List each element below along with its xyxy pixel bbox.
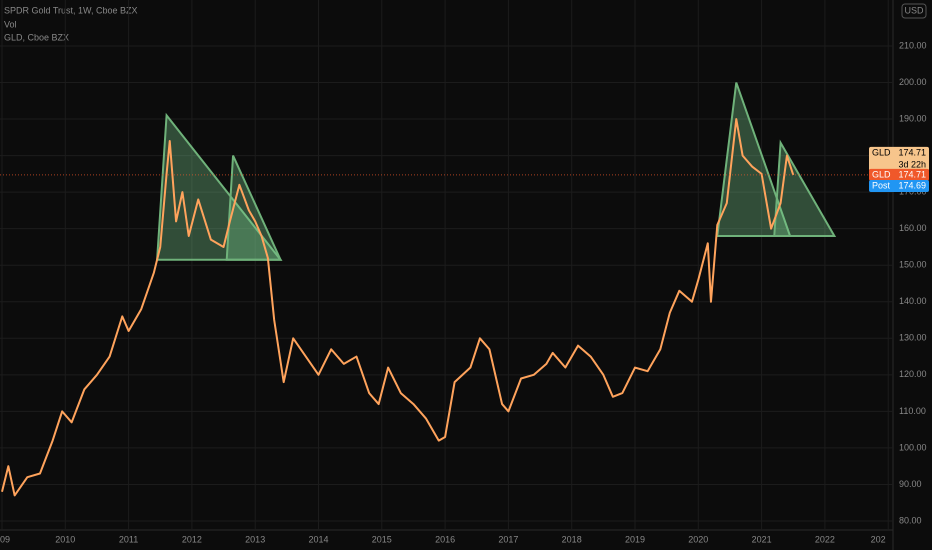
y-tick-label: 150.00 xyxy=(899,260,927,270)
y-tick-label: 90.00 xyxy=(899,479,922,489)
x-tick-label: 2019 xyxy=(625,534,645,544)
x-tick-label: 09 xyxy=(0,534,10,544)
triangle-drawing xyxy=(225,155,283,261)
x-tick-label: 2018 xyxy=(562,534,582,544)
legend-line: Vol xyxy=(4,19,17,29)
y-tick-label: 80.00 xyxy=(899,515,922,525)
x-tick-label: 2014 xyxy=(308,534,328,544)
y-tick-label: 110.00 xyxy=(899,406,926,416)
price-tag xyxy=(869,168,929,181)
price-tag xyxy=(869,146,929,171)
chart-title: SPDR Gold Trust, 1W, Cboe BZX xyxy=(4,5,138,15)
x-tick-label: 2012 xyxy=(182,534,202,544)
price-tag-value: 174.69 xyxy=(898,180,926,190)
y-tick-label: 140.00 xyxy=(899,296,927,306)
x-tick-label: 2020 xyxy=(688,534,708,544)
y-tick-label: 190.00 xyxy=(899,113,927,123)
price-tag-name: Post xyxy=(872,180,891,190)
y-tick-label: 100.00 xyxy=(899,442,927,452)
x-tick-label: 2021 xyxy=(752,534,772,544)
x-tick-label: 2010 xyxy=(55,534,75,544)
y-tick-label: 160.00 xyxy=(899,223,927,233)
price-tag-name: GLD xyxy=(872,147,891,157)
price-tag-name: GLD xyxy=(872,169,891,179)
x-tick-label: 202 xyxy=(871,534,886,544)
x-tick-label: 2016 xyxy=(435,534,455,544)
y-tick-label: 130.00 xyxy=(899,333,927,343)
price-tag-countdown: 3d 22h xyxy=(898,159,926,169)
x-tick-label: 2011 xyxy=(119,534,138,544)
x-tick-label: 2015 xyxy=(372,534,392,544)
y-tick-label: 120.00 xyxy=(899,369,927,379)
y-tick-label: 200.00 xyxy=(899,77,927,87)
x-tick-label: 2022 xyxy=(815,534,835,544)
triangle-drawing xyxy=(773,139,837,237)
currency-button[interactable] xyxy=(901,3,927,19)
price-tag-value: 174.71 xyxy=(898,147,926,157)
x-tick-label: 2013 xyxy=(245,534,265,544)
currency[interactable]: USD xyxy=(904,5,924,15)
price-tag-value: 174.71 xyxy=(898,169,926,179)
price-tag xyxy=(869,180,929,193)
y-tick-label: 210.00 xyxy=(899,40,927,50)
legend-line: GLD, Cboe BZX xyxy=(4,32,69,42)
x-tick-label: 2017 xyxy=(498,534,518,544)
price-line xyxy=(1,118,795,497)
